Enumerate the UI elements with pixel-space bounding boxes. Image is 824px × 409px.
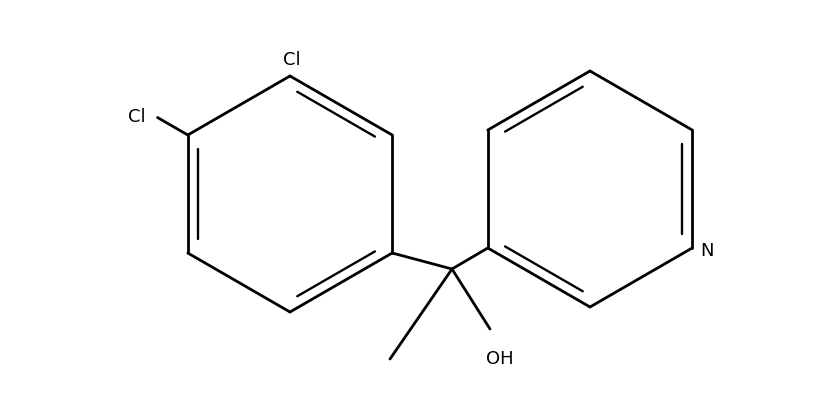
Text: Cl: Cl: [128, 107, 146, 125]
Text: Cl: Cl: [283, 51, 301, 69]
Text: N: N: [700, 241, 714, 259]
Text: OH: OH: [486, 349, 514, 367]
